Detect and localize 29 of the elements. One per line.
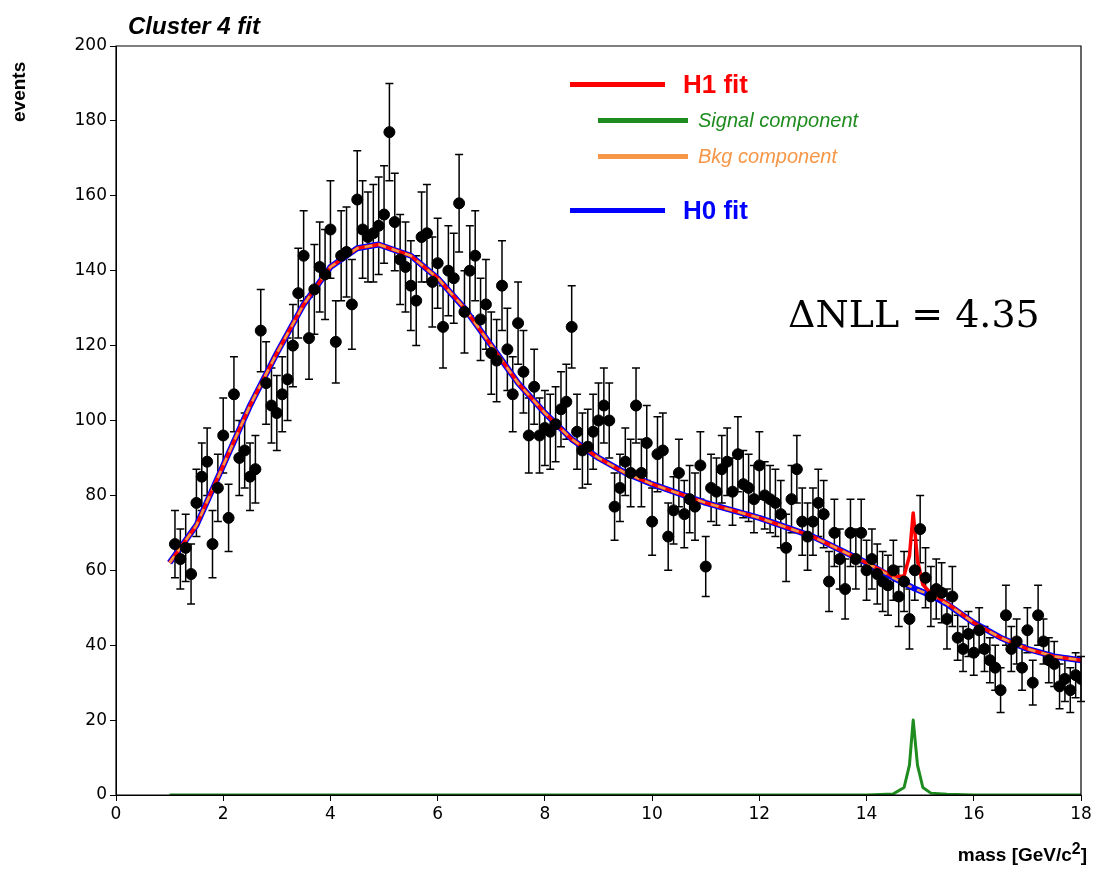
- y-tick-label: 0: [96, 783, 107, 804]
- y-tick-label: 40: [85, 633, 107, 654]
- x-axis-title: mass [GeV/c$^{2}$]: [957, 840, 1087, 867]
- y-tick-label: 200: [74, 34, 107, 55]
- annotation: ΔNLL = 4.35: [788, 292, 1040, 336]
- chart-title: Cluster 4 fit: [128, 12, 261, 40]
- legend-label: H1 fit: [683, 68, 748, 100]
- legend-label: H0 fit: [683, 194, 748, 226]
- x-tick-label: 2: [217, 802, 229, 823]
- legend-label: Bkg component: [698, 144, 837, 168]
- x-tick-label: 18: [1070, 802, 1092, 823]
- x-tick-label: 10: [641, 802, 663, 823]
- y-tick-label: 140: [74, 259, 107, 280]
- x-tick-label: 16: [962, 802, 985, 823]
- y-axis-title: events: [8, 61, 30, 122]
- y-tick-label: 80: [85, 483, 107, 504]
- x-tick-label: 14: [855, 802, 878, 823]
- y-tick-label: 100: [74, 408, 107, 429]
- x-tick-label: 8: [539, 802, 551, 823]
- y-tick-label: 160: [74, 184, 107, 205]
- legend-label: Signal component: [698, 108, 859, 132]
- x-tick-label: 0: [110, 802, 122, 823]
- y-tick-label: 180: [74, 109, 107, 130]
- y-tick-label: 20: [85, 708, 107, 729]
- x-tick-label: 12: [748, 802, 771, 823]
- x-tick-label: 6: [432, 802, 444, 823]
- y-tick-label: 120: [74, 334, 107, 355]
- x-tick-label: 4: [325, 802, 336, 823]
- y-tick-label: 60: [85, 558, 107, 579]
